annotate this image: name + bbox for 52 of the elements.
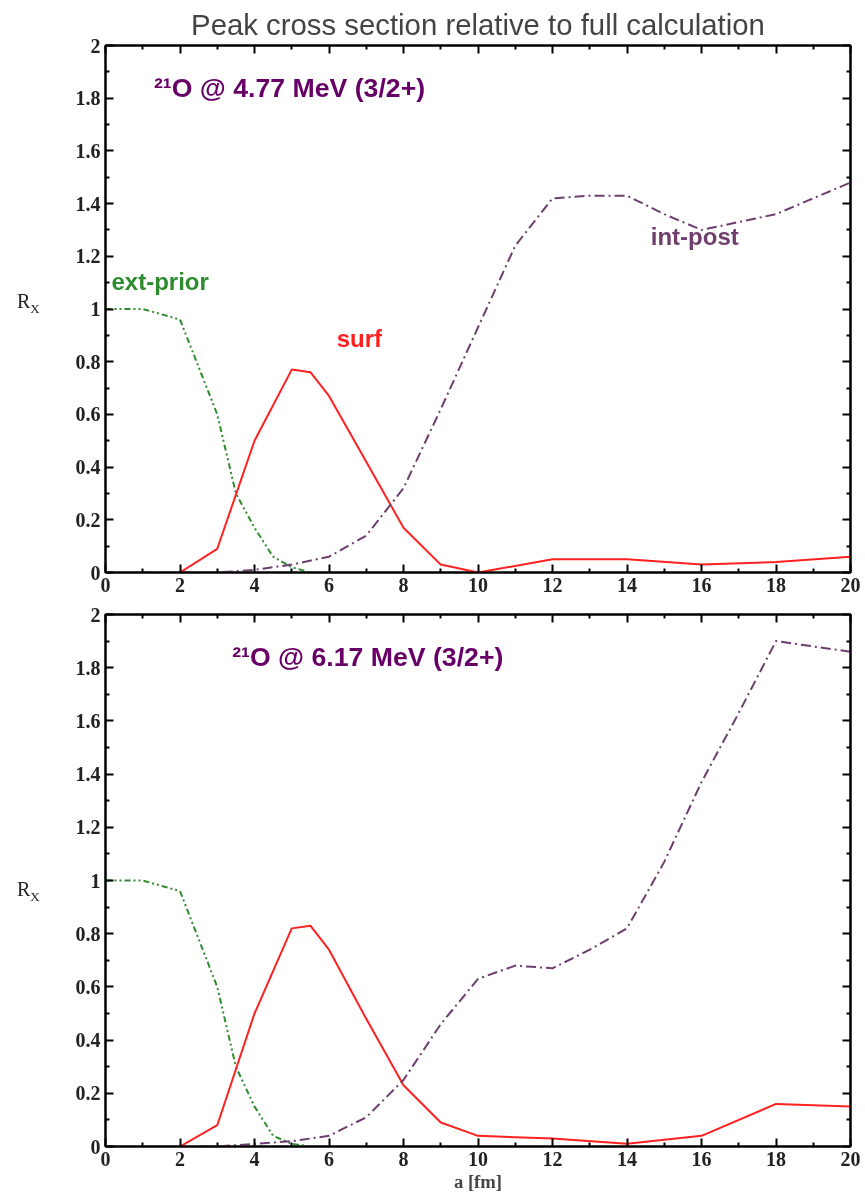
x-tick-label: 18 bbox=[766, 573, 786, 596]
x-tick-label: 8 bbox=[398, 573, 409, 596]
x-tick-label: 16 bbox=[691, 573, 712, 596]
y-tick-label: 1 bbox=[90, 298, 101, 320]
y-tick-label: 1.8 bbox=[75, 87, 101, 110]
x-tick-label: 6 bbox=[324, 573, 334, 596]
x-tick-label: 6 bbox=[324, 1147, 334, 1170]
line-series bbox=[179, 368, 851, 573]
x-axis-title: a [fm] bbox=[453, 1170, 503, 1192]
x-tick-label: 20 bbox=[840, 573, 861, 596]
y-tick-label: 0.2 bbox=[75, 508, 101, 531]
x-tick-label: 14 bbox=[617, 1147, 637, 1170]
y-axis-title: R$_{X}$ bbox=[17, 877, 40, 906]
y-tick-label: 0.8 bbox=[75, 350, 101, 373]
y-tick-label: 2 bbox=[90, 603, 101, 626]
y-tick-label: 1.8 bbox=[75, 656, 101, 679]
x-tick-label: 16 bbox=[691, 1147, 712, 1170]
y-tick-label: 1.6 bbox=[75, 709, 101, 732]
y-tick-label: 1.4 bbox=[75, 192, 101, 215]
series-label: int-post bbox=[650, 222, 739, 250]
x-tick-label: 14 bbox=[617, 573, 637, 596]
x-tick-label: 20 bbox=[840, 1147, 861, 1170]
y-tick-label: 1 bbox=[90, 869, 101, 892]
x-tick-label: 18 bbox=[766, 1147, 786, 1170]
x-tick-label: 4 bbox=[249, 573, 260, 596]
x-tick-label: 2 bbox=[175, 573, 185, 596]
y-tick-label: 0.4 bbox=[75, 1029, 101, 1052]
y-tick-label: 1.4 bbox=[75, 763, 101, 786]
y-tick-label: 0.6 bbox=[75, 975, 101, 998]
y-tick-label: 0.8 bbox=[75, 922, 101, 945]
x-tick-label: 12 bbox=[542, 1147, 563, 1170]
x-tick-label: 8 bbox=[398, 1147, 409, 1170]
x-tick-label: 10 bbox=[468, 1147, 488, 1170]
series-label: surf bbox=[336, 324, 384, 352]
y-axis-title: R$_{X}$ bbox=[17, 289, 40, 318]
y-tick-label: 0.4 bbox=[75, 456, 101, 479]
y-tick-label: 0.2 bbox=[75, 1082, 101, 1105]
y-tick-label: 0.6 bbox=[75, 403, 101, 426]
y-tick-label: 1.6 bbox=[75, 139, 101, 162]
annotation: ²¹O @ 4.77 MeV (3/2+) bbox=[153, 72, 426, 103]
series-label: ext-prior bbox=[111, 268, 209, 295]
x-tick-label: 2 bbox=[175, 1147, 185, 1170]
y-tick-label: 1.2 bbox=[75, 245, 101, 268]
x-tick-label: 4 bbox=[249, 1147, 260, 1170]
chart-title: Peak cross section relative to full calculation bbox=[191, 7, 765, 41]
x-tick-label: 12 bbox=[542, 573, 563, 596]
line-series bbox=[179, 924, 851, 1147]
y-tick-label: 2 bbox=[90, 34, 101, 57]
y-tick-label: 1.2 bbox=[75, 816, 101, 839]
x-tick-label: 10 bbox=[468, 573, 488, 596]
annotation: ²¹O @ 6.17 MeV (3/2+) bbox=[232, 642, 504, 673]
line-series bbox=[105, 308, 312, 573]
